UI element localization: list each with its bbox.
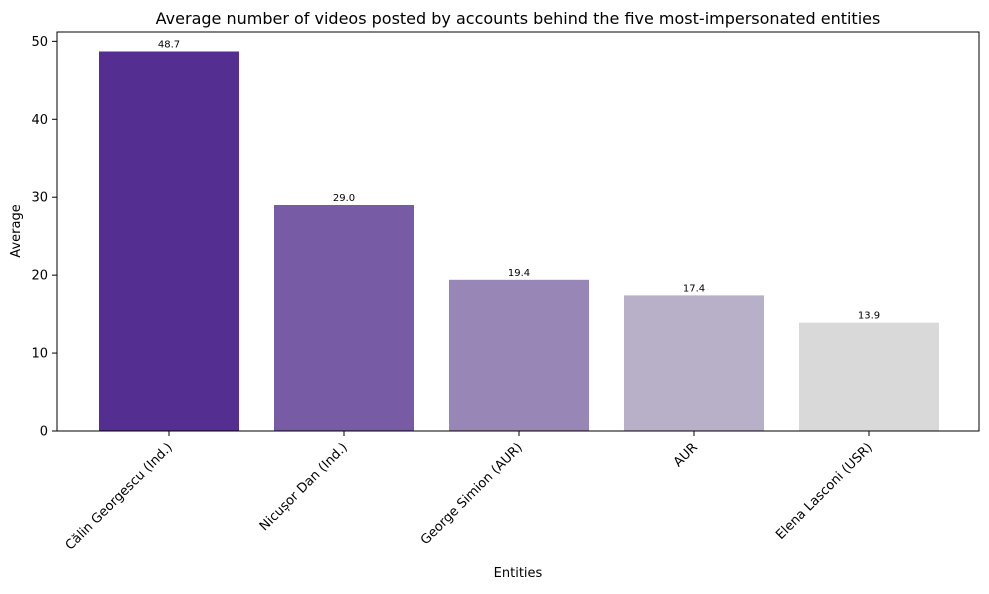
bar-value-label: 13.9 xyxy=(858,311,880,322)
bar-value-label: 17.4 xyxy=(683,283,705,294)
bar-value-label: 48.7 xyxy=(158,39,180,50)
plot-frame xyxy=(56,31,980,432)
y-tick-label: 10 xyxy=(31,347,48,362)
x-tick-label: Călin Georgescu (Ind.) xyxy=(63,440,176,553)
chart-title: Average number of videos posted by accou… xyxy=(156,9,881,28)
bar xyxy=(449,279,589,431)
x-tick-label: George Simion (AUR) xyxy=(418,440,526,548)
x-axis-label: Entities xyxy=(494,566,543,581)
y-axis-ticks: 0 10 20 30 40 50 xyxy=(31,35,57,440)
bars-group xyxy=(99,51,939,431)
x-tick-label: AUR xyxy=(671,440,701,470)
y-tick-label: 20 xyxy=(31,269,48,284)
bar-value-label: 19.4 xyxy=(508,268,530,279)
bar xyxy=(799,322,939,431)
x-axis-ticks: Călin Georgescu (Ind.) Nicușor Dan (Ind.)… xyxy=(63,431,876,553)
value-labels-group: 48.7 29.0 19.4 17.4 13.9 xyxy=(158,39,880,321)
y-tick-label: 50 xyxy=(31,35,48,50)
bar-value-label: 29.0 xyxy=(333,193,355,204)
bar xyxy=(274,205,414,431)
y-tick-label: 30 xyxy=(31,191,48,206)
x-tick-label: Elena Lasconi (USR) xyxy=(773,440,876,543)
x-tick-label: Nicușor Dan (Ind.) xyxy=(257,440,351,534)
y-tick-label: 40 xyxy=(31,113,48,128)
bar xyxy=(99,51,239,431)
bar xyxy=(624,295,764,431)
y-axis-label: Average xyxy=(9,204,24,257)
y-tick-label: 0 xyxy=(40,425,48,440)
